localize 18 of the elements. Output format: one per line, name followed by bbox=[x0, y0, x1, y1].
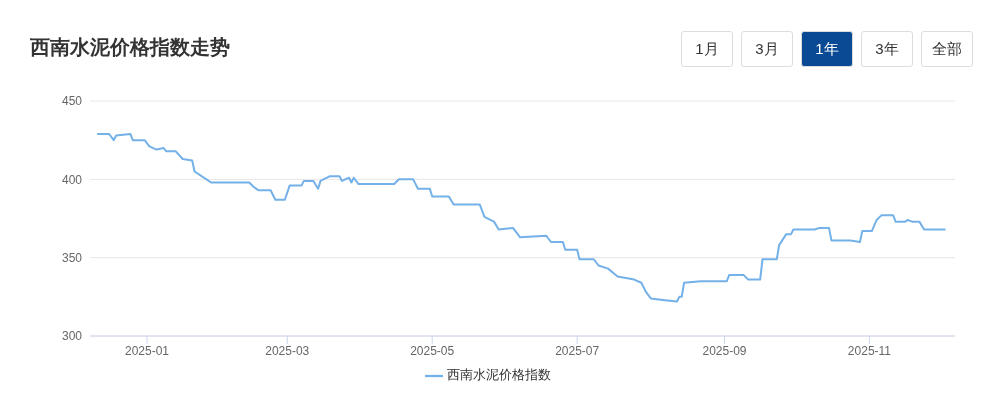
line-series bbox=[96, 132, 947, 303]
text: 1年 bbox=[801, 31, 853, 67]
x-tick-label: 2025-07 bbox=[555, 343, 600, 358]
chart-title: 西南水泥价格指数走势 bbox=[30, 35, 230, 60]
y-tick-label: 400 bbox=[61, 172, 83, 187]
x-tick-label: 2025-03 bbox=[265, 343, 310, 358]
legend-label: 西南水泥价格指数 bbox=[446, 367, 551, 382]
y-tick-label: 350 bbox=[61, 250, 83, 265]
text: 3年 bbox=[861, 31, 913, 67]
x-tick-label: 2025-01 bbox=[125, 343, 170, 358]
x-tick-label: 2025-05 bbox=[410, 343, 455, 358]
y-tick-label: 300 bbox=[61, 329, 83, 344]
text: 全部 bbox=[921, 31, 973, 67]
y-tick-label: 450 bbox=[61, 94, 83, 109]
text: 3月 bbox=[741, 31, 793, 67]
text: 1月 bbox=[681, 31, 733, 67]
x-tick-label: 2025-11 bbox=[847, 343, 892, 358]
x-tick-label: 2025-09 bbox=[702, 343, 747, 358]
